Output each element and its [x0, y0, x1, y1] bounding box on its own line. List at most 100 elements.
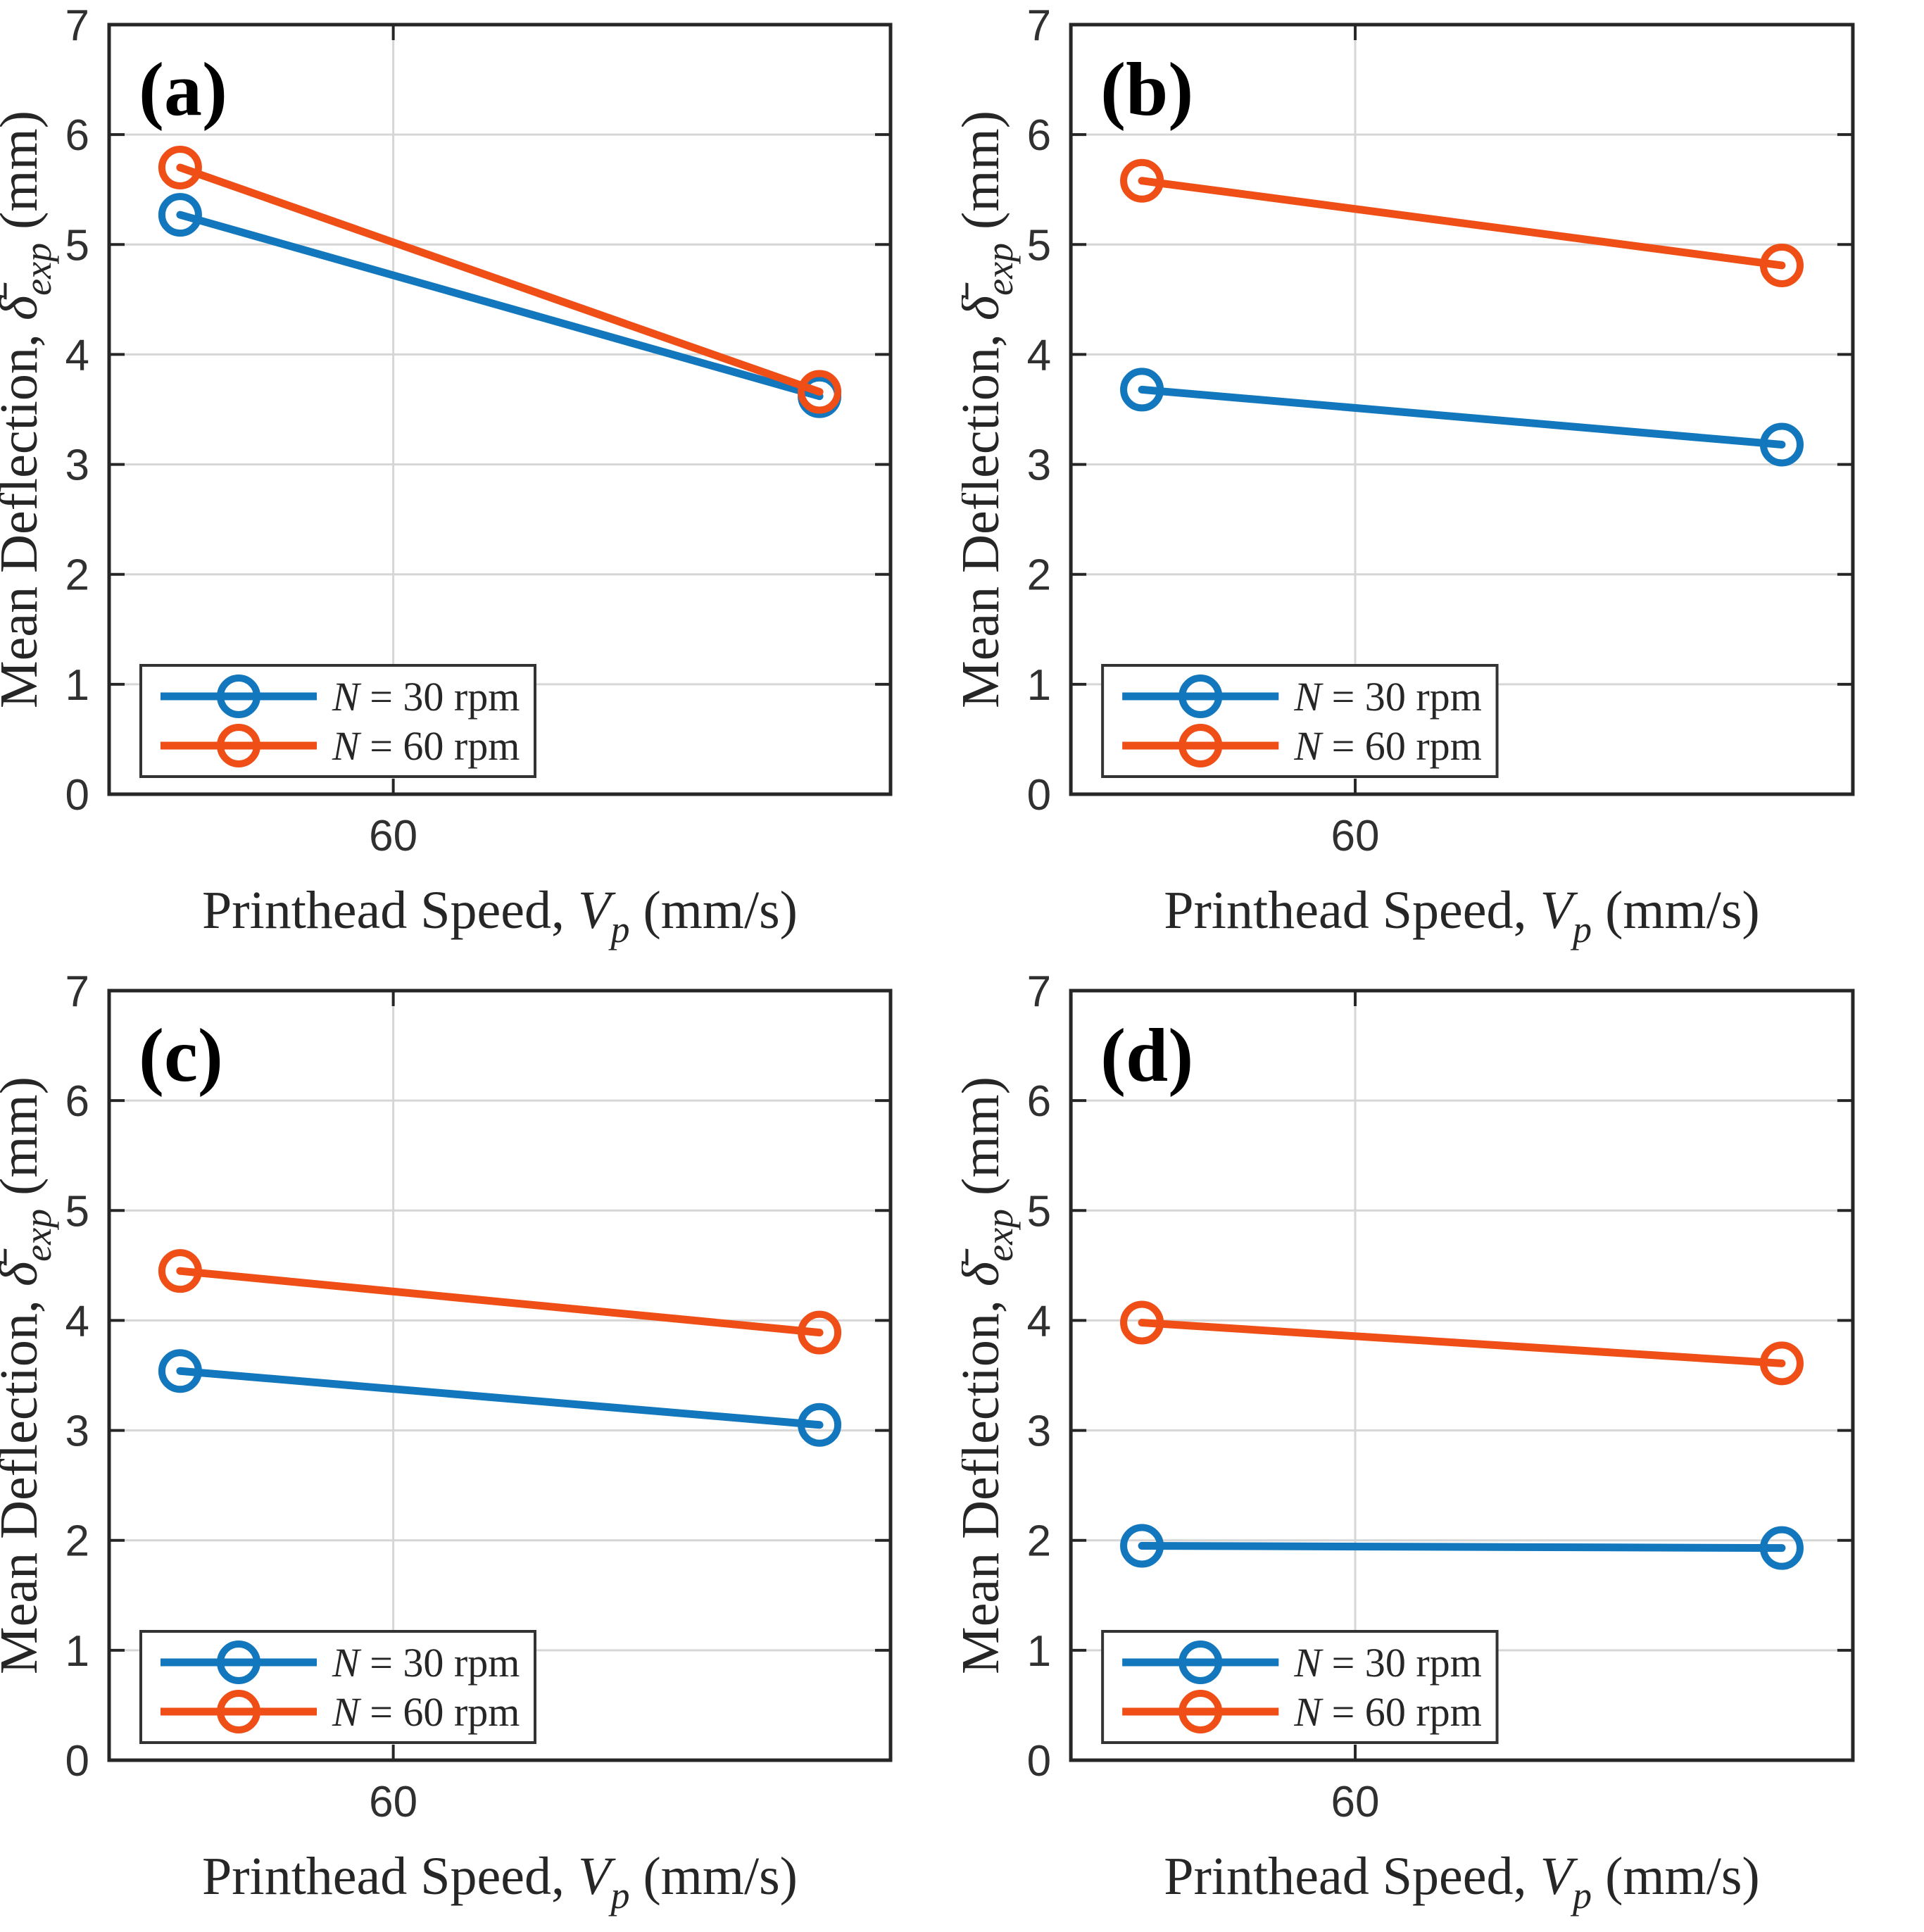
y-tick-label: 7: [1027, 967, 1052, 1016]
y-axis-label: Mean Deflection, δ̄exp (mm): [962, 1077, 1021, 1674]
y-tick-label: 4: [1027, 1297, 1052, 1346]
x-axis-label: Printhead Speed, Vp (mm/s): [202, 881, 798, 951]
legend-label: N = 60 rpm: [1293, 723, 1482, 769]
data-point-marker-icon: [1759, 422, 1804, 467]
legend-label: N = 30 rpm: [1293, 674, 1482, 720]
y-tick-label: 1: [65, 661, 89, 710]
y-tick-label: 2: [65, 551, 89, 600]
y-tick-label: 6: [1027, 1077, 1052, 1126]
legend-label: N = 60 rpm: [332, 723, 520, 769]
axis-box: [107, 23, 893, 796]
chart-panel-a: 0 1 2 3 4 5 6 7 60 Printhead Speed, Vp (mm/s) Mean…: [0, 0, 962, 966]
data-point-marker-icon: [1759, 1341, 1804, 1386]
legend-label: N = 30 rpm: [1293, 1640, 1482, 1686]
data-point-marker-icon: [1120, 1524, 1164, 1568]
data-point-marker-icon: [1120, 1300, 1164, 1345]
y-tick-label: 3: [65, 441, 89, 490]
panel-label: (a): [139, 48, 227, 132]
y-tick-label: 2: [65, 1517, 89, 1566]
legend-marker-icon: [217, 1641, 260, 1684]
chart-svg-c: 0 1 2 3 4 5 6 7 60 Printhead Speed, Vp (mm/s) Mean…: [0, 966, 962, 1932]
legend-marker-icon: [1178, 675, 1223, 718]
legend-box: [139, 1630, 536, 1744]
series-line-n30: [176, 211, 824, 401]
legend-marker-icon: [217, 724, 260, 767]
chart-panel-d: 0 1 2 3 4 5 6 7 60 Printhead Speed, Vp (mm/s) Mean…: [962, 966, 1924, 1932]
x-tick-label: 60: [1331, 812, 1380, 860]
legend-box: [139, 664, 536, 778]
y-tick-label: 2: [1027, 1517, 1052, 1566]
legend-label: N = 30 rpm: [332, 1640, 520, 1686]
legend-label: N = 60 rpm: [1293, 1689, 1482, 1735]
y-tick-label: 3: [1027, 441, 1052, 490]
legend-marker-icon: [217, 675, 260, 718]
legend-marker-icon: [1178, 1641, 1223, 1684]
legend-box: [1101, 1630, 1499, 1744]
axis-box: [1069, 23, 1855, 796]
chart-svg-d: 0 1 2 3 4 5 6 7 60 Printhead Speed, Vp (mm/s) Mean…: [962, 966, 1924, 1932]
y-tick-label: 4: [1027, 331, 1052, 380]
legend-marker-icon: [1178, 1690, 1223, 1733]
y-tick-label: 1: [1027, 1627, 1052, 1676]
y-tick-label: 1: [1027, 661, 1052, 710]
x-tick-label: 60: [369, 1778, 417, 1826]
y-axis-label: Mean Deflection, δ̄exp (mm): [962, 111, 1021, 708]
data-point-marker-icon: [158, 145, 202, 189]
panel-label: (c): [139, 1014, 223, 1098]
y-tick-label: 5: [65, 221, 89, 270]
legend-marker-icon: [217, 1690, 260, 1733]
data-point-marker-icon: [158, 193, 202, 237]
y-tick-label: 0: [65, 1737, 89, 1786]
y-tick-label: 6: [65, 1077, 89, 1126]
data-point-marker-icon: [1120, 158, 1164, 203]
panel-background: [0, 0, 962, 966]
data-point-marker-icon: [1120, 368, 1164, 412]
panel-background: [962, 966, 1924, 1932]
y-tick-label: 7: [1027, 1, 1052, 50]
y-tick-label: 5: [65, 1187, 89, 1236]
y-tick-label: 1: [65, 1627, 89, 1676]
data-point-marker-icon: [798, 1310, 842, 1355]
panel-label: (d): [1100, 1014, 1193, 1098]
y-tick-label: 3: [1027, 1407, 1052, 1456]
series-line-n60: [1138, 1319, 1786, 1367]
y-tick-label: 6: [1027, 111, 1052, 160]
y-axis-label: Mean Deflection, δ̄exp (mm): [0, 111, 59, 708]
y-tick-label: 0: [65, 771, 89, 820]
x-axis-label: Printhead Speed, Vp (mm/s): [1164, 881, 1759, 951]
series-line-n60: [176, 163, 824, 396]
y-tick-label: 6: [65, 111, 89, 160]
panel-label: (b): [1100, 48, 1193, 132]
x-tick-label: 60: [1331, 1778, 1380, 1826]
x-axis-label: Printhead Speed, Vp (mm/s): [1164, 1847, 1759, 1917]
series-line-n30: [1138, 1542, 1786, 1552]
series-line-n60: [176, 1267, 824, 1337]
data-point-marker-icon: [158, 1349, 202, 1393]
panel-background: [0, 966, 962, 1932]
data-point-marker-icon: [1759, 243, 1804, 287]
chart-svg-b: 0 1 2 3 4 5 6 7 60 Printhead Speed, Vp (mm/s) Mean…: [962, 0, 1924, 966]
x-tick-label: 60: [369, 812, 417, 860]
y-tick-label: 4: [65, 331, 89, 380]
y-tick-label: 4: [65, 1297, 89, 1346]
series-line-n60: [1138, 177, 1786, 270]
panel-background: [962, 0, 1924, 966]
legend-marker-icon: [1178, 724, 1223, 767]
chart-panel-b: 0 1 2 3 4 5 6 7 60 Printhead Speed, Vp (mm/s) Mean…: [962, 0, 1924, 966]
y-tick-label: 2: [1027, 551, 1052, 600]
y-tick-label: 7: [65, 967, 89, 1016]
y-tick-label: 5: [1027, 1187, 1052, 1236]
y-tick-label: 7: [65, 1, 89, 50]
data-point-marker-icon: [1759, 1526, 1804, 1570]
y-tick-label: 0: [1027, 1737, 1052, 1786]
y-axis-label: Mean Deflection, δ̄exp (mm): [0, 1077, 59, 1674]
axis-box: [107, 989, 893, 1762]
data-point-marker-icon: [798, 370, 842, 414]
legend-label: N = 60 rpm: [332, 1689, 520, 1735]
chart-panel-c: 0 1 2 3 4 5 6 7 60 Printhead Speed, Vp (mm/s) Mean…: [0, 966, 962, 1932]
y-tick-label: 5: [1027, 221, 1052, 270]
axis-box: [1069, 989, 1855, 1762]
data-point-marker-icon: [158, 1249, 202, 1293]
legend-label: N = 30 rpm: [332, 674, 520, 720]
